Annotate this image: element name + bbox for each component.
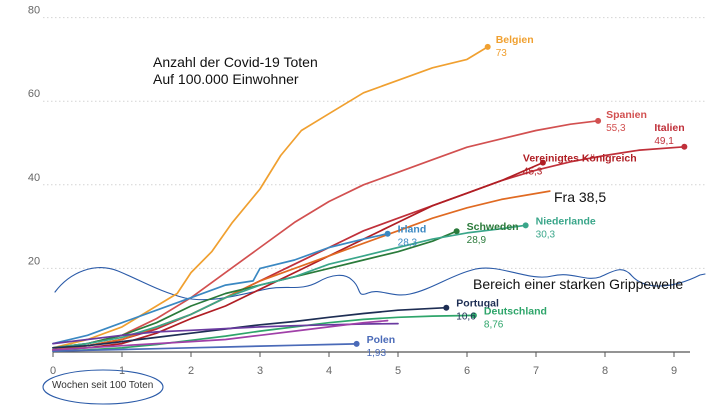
series-name-label: Niederlande	[536, 215, 596, 227]
series-name-label: Irland	[398, 224, 427, 236]
series-value-label: 73	[496, 48, 508, 59]
flu-wave-annotation: Bereich einer starken Grippewelle	[473, 276, 684, 292]
x-tick-label: 3	[257, 365, 263, 377]
series-line-unlabeled	[52, 319, 389, 351]
series-line-fra	[52, 190, 551, 351]
y-tick-label: 60	[28, 88, 40, 100]
chart-subtitle: Auf 100.000 Einwohner	[153, 71, 299, 87]
series-endpoint	[595, 117, 602, 124]
series-line-belgien	[52, 46, 489, 349]
x-tick-label: 7	[533, 365, 539, 377]
series-line-deutschland	[52, 314, 475, 353]
flu-wave-outline	[54, 267, 706, 301]
label-layer: Belgien 73 Spanien 55,3 Italien 49,1 Vereinigt…	[367, 34, 685, 359]
x-tick-label: 2	[188, 365, 194, 377]
series-endpoint	[522, 222, 529, 229]
series-name-label: Polen	[367, 334, 396, 346]
series-name-label: Deutschland	[484, 305, 547, 317]
x-tick-label: 6	[464, 365, 470, 377]
series-endpoint	[453, 228, 460, 235]
x-tick-label: 5	[395, 365, 401, 377]
x-axis-label: Wochen seit 100 Toten	[52, 380, 154, 391]
series-endpoint	[443, 304, 450, 311]
x-tick-label: 4	[326, 365, 332, 377]
series-value-label: 49,1	[654, 136, 674, 147]
series-value-label: 30,3	[536, 229, 556, 240]
flu-region-annotation	[54, 267, 706, 301]
y-tick-label: 80	[28, 5, 40, 17]
y-tick-label: 20	[28, 255, 40, 267]
series-endpoint	[484, 43, 491, 50]
series-endpoint	[353, 340, 360, 347]
chart-title: Anzahl der Covid-19 Toten	[153, 54, 318, 70]
xlabel-circle-annotation	[42, 369, 164, 405]
series-value-label: 28,3	[398, 238, 418, 249]
series-line-irland	[52, 232, 389, 345]
series-value-label: 8,76	[484, 319, 504, 330]
x-tick-label: 8	[602, 365, 608, 377]
series-endpoint	[539, 159, 546, 166]
series-line-polen	[52, 343, 358, 353]
series-value-label: 55,3	[606, 123, 626, 134]
series-line-italien	[52, 145, 686, 351]
series-name-label: Schweden	[467, 221, 519, 233]
x-label-circle	[42, 369, 164, 405]
series-line-spanien	[52, 119, 599, 349]
fra-annotation: Fra 38,5	[554, 189, 607, 205]
series-value-label: 1,93	[367, 348, 387, 359]
series-name-label: Vereinigtes Königreich	[523, 153, 637, 165]
series-line-niederlande	[52, 224, 527, 349]
series-endpoint	[470, 312, 477, 319]
series-endpoint	[681, 143, 688, 150]
series-layer	[52, 43, 688, 353]
series-endpoint	[384, 230, 391, 237]
series-value-label: 45,3	[523, 167, 543, 178]
y-tick-label: 40	[28, 172, 40, 184]
series-value-label: 28,9	[467, 235, 487, 246]
series-name-label: Spanien	[606, 109, 647, 121]
x-tick-label: 0	[50, 365, 56, 377]
x-tick-label: 9	[671, 365, 677, 377]
series-line-unlabeled	[52, 322, 399, 345]
series-name-label: Belgien	[496, 34, 534, 46]
series-name-label: Italien	[654, 122, 684, 134]
series-value-label: 10,6	[456, 312, 476, 323]
series-name-label: Portugal	[456, 298, 499, 310]
